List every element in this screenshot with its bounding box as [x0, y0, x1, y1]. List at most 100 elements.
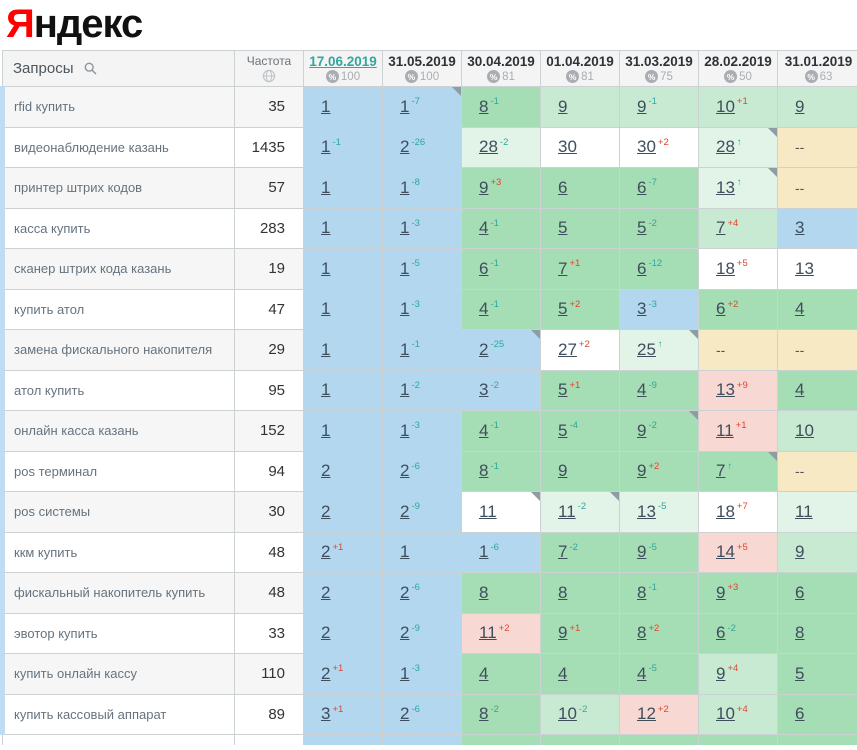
position-link[interactable]: 18 [716, 258, 735, 278]
position-link[interactable]: 2 [321, 582, 331, 602]
position-cell[interactable]: 8 [540, 572, 620, 614]
position-link[interactable]: 4 [479, 299, 489, 319]
position-cell[interactable]: 1 [382, 531, 462, 573]
position-link[interactable]: 1 [400, 218, 410, 238]
position-cell[interactable]: 1 [303, 329, 383, 371]
position-cell[interactable]: 6 -7 [619, 167, 699, 209]
position-link[interactable]: 9 [637, 420, 647, 440]
keyword-cell[interactable]: замена фискального накопителя [0, 329, 235, 371]
position-cell[interactable]: 6 [777, 693, 857, 735]
position-link[interactable]: 3 [479, 380, 489, 400]
position-cell[interactable]: 11 [777, 491, 857, 533]
position-cell[interactable]: 1 -3 [382, 653, 462, 695]
position-cell[interactable]: 1 -1 [303, 126, 383, 168]
position-link[interactable]: 2 [321, 461, 331, 481]
position-link[interactable]: 6 [795, 704, 805, 724]
position-cell[interactable]: 1 -3 [382, 207, 462, 249]
position-cell[interactable]: 1 [303, 410, 383, 452]
keyword-cell[interactable]: эвотор купить [0, 612, 235, 654]
position-link[interactable]: 2 [400, 461, 410, 481]
position-link[interactable]: 6 [479, 258, 489, 278]
position-cell[interactable]: 5 +2 [540, 288, 620, 330]
position-link[interactable]: 13 [716, 380, 735, 400]
position-cell[interactable]: 8 [777, 612, 857, 654]
position-link[interactable]: 6 [716, 299, 726, 319]
position-cell[interactable]: 9 -5 [619, 531, 699, 573]
position-link[interactable]: 14 [716, 542, 735, 562]
position-cell[interactable]: 5 +1 [540, 369, 620, 411]
position-cell[interactable]: 12 +2 [619, 693, 699, 735]
position-cell[interactable]: 1 -5 [382, 248, 462, 290]
position-link[interactable]: 7 [716, 218, 726, 238]
position-cell[interactable]: 1 -7 [382, 86, 462, 128]
position-link[interactable]: 10 [716, 704, 735, 724]
position-cell[interactable]: 2 -9 [382, 491, 462, 533]
position-link[interactable]: 8 [479, 704, 489, 724]
position-link[interactable]: 1 [321, 177, 331, 197]
position-cell[interactable]: 1 -3 [382, 410, 462, 452]
position-link[interactable]: 2 [321, 663, 331, 683]
date-link[interactable]: 31.03.2019 [625, 54, 693, 69]
position-cell[interactable]: 9 -2 [619, 410, 699, 452]
position-link[interactable]: 9 [558, 461, 568, 481]
position-cell[interactable]: 9 +1 [540, 612, 620, 654]
position-cell[interactable]: 4 -1 [461, 288, 541, 330]
position-link[interactable]: 11 [558, 501, 576, 521]
position-cell[interactable]: 2 [303, 450, 383, 492]
position-cell[interactable]: 8 -2 [461, 693, 541, 735]
position-link[interactable]: 1 [400, 258, 410, 278]
position-cell[interactable]: 1 [303, 369, 383, 411]
position-link[interactable]: 5 [558, 218, 568, 238]
position-cell[interactable]: 28 ↑ [698, 126, 778, 168]
position-link[interactable]: 9 [558, 623, 568, 643]
position-link[interactable]: 1 [400, 542, 410, 562]
keyword-cell[interactable]: атол купить [0, 369, 235, 411]
keyword-cell[interactable]: видеонаблюдение казань [0, 126, 235, 168]
position-cell[interactable]: 11 [461, 491, 541, 533]
position-cell[interactable]: 7 +4 [698, 207, 778, 249]
position-link[interactable]: 8 [479, 582, 489, 602]
position-link[interactable]: 8 [479, 96, 489, 116]
position-cell[interactable]: 9 +3 [461, 167, 541, 209]
position-link[interactable]: 1 [400, 299, 410, 319]
position-link[interactable]: 11 [479, 501, 497, 521]
position-cell[interactable]: 13 +9 [698, 369, 778, 411]
position-cell[interactable]: 9 +4 [698, 653, 778, 695]
position-link[interactable]: 27 [558, 339, 577, 359]
position-link[interactable]: 4 [558, 663, 568, 683]
date-link[interactable]: 31.01.2019 [784, 54, 853, 69]
position-link[interactable]: 9 [716, 663, 726, 683]
position-link[interactable]: 13 [637, 501, 656, 521]
date-link[interactable]: 30.04.2019 [467, 54, 535, 69]
position-cell[interactable]: 9 -1 [619, 86, 699, 128]
position-cell[interactable]: 9 +2 [619, 450, 699, 492]
position-cell[interactable]: 1 -3 [382, 288, 462, 330]
position-cell[interactable]: 3 [777, 207, 857, 249]
position-cell[interactable]: 2 -9 [382, 612, 462, 654]
position-cell[interactable]: 8 +2 [619, 612, 699, 654]
position-cell[interactable]: 1 -6 [461, 531, 541, 573]
position-cell[interactable]: 11 +1 [698, 410, 778, 452]
position-link[interactable]: 5 [558, 299, 568, 319]
position-cell[interactable]: 10 +1 [698, 86, 778, 128]
position-cell[interactable]: 9 [777, 86, 857, 128]
position-link[interactable]: 8 [479, 461, 489, 481]
position-link[interactable]: 9 [637, 461, 647, 481]
position-link[interactable]: 1 [321, 299, 331, 319]
position-cell[interactable]: 4 [461, 653, 541, 695]
keyword-cell[interactable]: фискальный накопитель купить [0, 572, 235, 614]
position-link[interactable]: 9 [716, 582, 726, 602]
position-link[interactable]: 6 [558, 177, 568, 197]
keyword-cell[interactable]: pos системы [0, 491, 235, 533]
keyword-cell[interactable]: купить онлайн кассу [0, 653, 235, 695]
position-link[interactable]: 5 [637, 218, 647, 238]
position-link[interactable]: 2 [400, 501, 410, 521]
keyword-cell[interactable]: ккм купить [0, 531, 235, 573]
date-link[interactable]: 17.06.2019 [309, 54, 377, 69]
keyword-cell[interactable]: pos терминал [0, 450, 235, 492]
position-cell[interactable]: 5 [540, 207, 620, 249]
position-link[interactable]: 5 [558, 380, 568, 400]
position-cell[interactable]: 18 +7 [698, 491, 778, 533]
position-link[interactable]: 1 [321, 380, 331, 400]
position-cell[interactable]: 2 -26 [382, 126, 462, 168]
